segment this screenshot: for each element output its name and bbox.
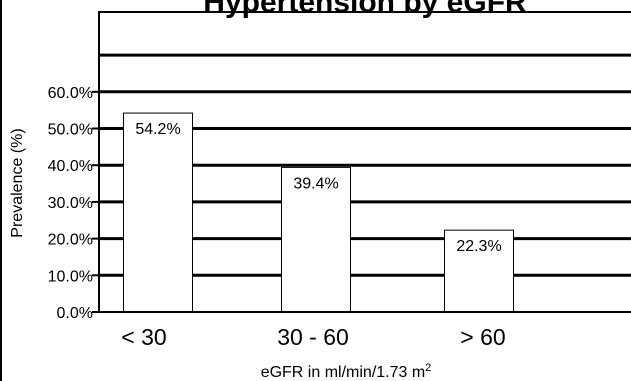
- y-tick-label: 50.0%: [48, 122, 93, 139]
- y-tick-label: 0.0%: [57, 305, 93, 322]
- y-tick-label: 10.0%: [48, 268, 93, 285]
- x-axis-ticks: < 30 30 - 60 > 60: [121, 324, 505, 350]
- y-tick-label: 60.0%: [48, 85, 93, 102]
- x-tick-label: 30 - 60: [277, 324, 349, 350]
- bars: 54.2% 39.4% 22.3%: [123, 112, 514, 313]
- x-axis-label: eGFR in ml/min/1.73 m2: [261, 362, 432, 381]
- y-tick-label: 20.0%: [48, 232, 93, 249]
- x-tick-label: > 60: [460, 324, 505, 350]
- y-axis-ticks: 0.0% 10.0% 20.0% 30.0% 40.0% 50.0% 60.0%: [48, 85, 99, 322]
- y-tick-label: 30.0%: [48, 195, 93, 212]
- x-tick-label: < 30: [121, 324, 166, 350]
- y-axis-label: Prevalence (%): [9, 128, 26, 237]
- x-axis-label-superscript: 2: [425, 362, 431, 374]
- bar-data-label: 54.2%: [135, 121, 180, 138]
- bar: [123, 112, 193, 313]
- bar: [281, 166, 351, 313]
- bar-data-label: 22.3%: [456, 238, 501, 255]
- y-tick-label: 40.0%: [48, 158, 93, 175]
- chart-title: Hypertension by eGFR: [203, 0, 527, 19]
- x-axis-label-text: eGFR in ml/min/1.73 m: [261, 364, 425, 381]
- bar-data-label: 39.4%: [293, 175, 338, 192]
